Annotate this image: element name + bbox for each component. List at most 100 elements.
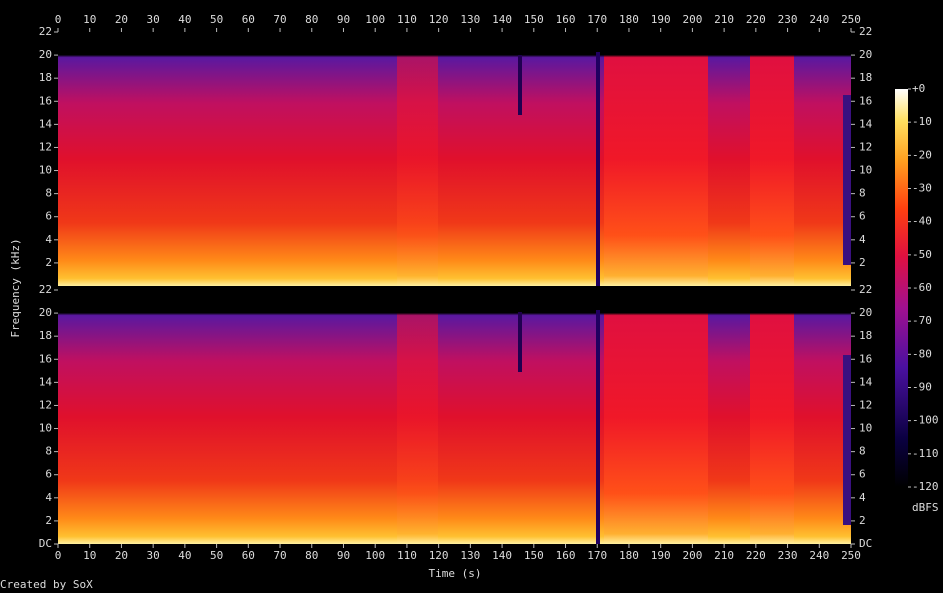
x-tick-label: 30: [147, 549, 160, 562]
x-tick-label: 230: [778, 549, 798, 562]
y-tick-label: 10: [859, 422, 872, 435]
y-tick-label: 10: [859, 164, 872, 177]
x-tick-label: 50: [210, 13, 223, 26]
x-axis-label: Time (s): [429, 567, 482, 580]
heatmap-top: [58, 32, 851, 286]
x-tick-label: 180: [619, 13, 639, 26]
y-tick-label: 12: [39, 140, 52, 153]
y-tick-label: 14: [39, 375, 53, 388]
x-tick-label: 100: [365, 549, 385, 562]
x-tick-label: 210: [714, 13, 734, 26]
colorbar-tick-label: -40: [912, 215, 932, 228]
heatmap-bottom: [58, 290, 851, 544]
y-tick-label: DC: [859, 537, 872, 550]
x-tick-label: 110: [397, 549, 417, 562]
x-tick-label: 0: [55, 13, 62, 26]
y-axis-label: Frequency (kHz): [9, 238, 22, 337]
colorbar-tick-label: -60: [912, 281, 932, 294]
y-tick-label: 12: [39, 398, 52, 411]
x-tick-label: 30: [147, 13, 160, 26]
colorbar-tick-label: -30: [912, 182, 932, 195]
x-tick-label: 90: [337, 13, 350, 26]
x-tick-label: 250: [841, 13, 861, 26]
x-tick-label: 140: [492, 13, 512, 26]
y-tick-label: 4: [45, 491, 52, 504]
y-tick-label: 6: [45, 210, 52, 223]
x-tick-label: 220: [746, 549, 766, 562]
y-tick-label: 16: [859, 94, 872, 107]
y-tick-label: 18: [39, 71, 52, 84]
colorbar-tick-label: -10: [912, 115, 932, 128]
y-tick-label: 6: [45, 468, 52, 481]
y-tick-label: 16: [39, 94, 52, 107]
x-tick-label: 0: [55, 549, 62, 562]
x-tick-label: 40: [178, 13, 191, 26]
x-tick-label: 70: [273, 549, 286, 562]
x-tick-label: 220: [746, 13, 766, 26]
y-tick-label: 8: [45, 445, 52, 458]
x-tick-label: 80: [305, 549, 318, 562]
x-tick-label: 150: [524, 549, 544, 562]
x-tick-label: 100: [365, 13, 385, 26]
y-tick-label: 8: [45, 187, 52, 200]
x-tick-label: 230: [778, 13, 798, 26]
colorbar-tick-label: -100: [912, 414, 939, 427]
x-tick-label: 250: [841, 549, 861, 562]
x-tick-label: 60: [242, 13, 255, 26]
x-tick-label: 170: [587, 549, 607, 562]
x-tick-label: 190: [651, 13, 671, 26]
colorbar-tick-label: -90: [912, 381, 932, 394]
colorbar-tick-label: -110: [912, 447, 939, 460]
colorbar: [895, 89, 908, 487]
y-tick-label: 14: [859, 117, 873, 130]
colorbar-tick-label: -50: [912, 248, 932, 261]
colorbar-tick-label: -120: [912, 480, 939, 493]
y-tick-label: 14: [859, 375, 873, 388]
x-tick-label: 10: [83, 13, 96, 26]
y-tick-label: 4: [859, 233, 866, 246]
y-tick-label: 22: [859, 283, 872, 296]
x-tick-label: 150: [524, 13, 544, 26]
y-tick-label: 20: [39, 306, 52, 319]
y-tick-label: 2: [859, 256, 866, 269]
x-tick-label: 170: [587, 13, 607, 26]
y-tick-label: 22: [859, 25, 872, 38]
x-tick-label: 50: [210, 549, 223, 562]
x-tick-label: 90: [337, 549, 350, 562]
x-tick-label: 130: [460, 13, 480, 26]
x-tick-label: 180: [619, 549, 639, 562]
y-tick-label: 16: [859, 352, 872, 365]
colorbar-tick-label: -20: [912, 148, 932, 161]
y-tick-label: 18: [859, 329, 872, 342]
x-tick-label: 200: [682, 13, 702, 26]
y-tick-label: 2: [45, 256, 52, 269]
x-tick-label: 240: [809, 549, 829, 562]
x-tick-label: 210: [714, 549, 734, 562]
y-tick-label: 12: [859, 140, 872, 153]
credit: Created by SoX: [0, 578, 93, 591]
colorbar-tick-label: -80: [912, 347, 932, 360]
y-tick-label: DC: [39, 537, 52, 550]
y-tick-label: 20: [859, 306, 872, 319]
y-tick-label: 20: [859, 48, 872, 61]
x-tick-label: 120: [429, 13, 449, 26]
y-tick-label: 8: [859, 445, 866, 458]
y-tick-label: 10: [39, 422, 52, 435]
y-tick-label: 6: [859, 468, 866, 481]
x-tick-label: 70: [273, 13, 286, 26]
x-tick-label: 120: [429, 549, 449, 562]
y-tick-label: 6: [859, 210, 866, 223]
y-tick-label: 8: [859, 187, 866, 200]
y-tick-label: 10: [39, 164, 52, 177]
x-tick-label: 20: [115, 549, 128, 562]
x-tick-label: 240: [809, 13, 829, 26]
y-tick-label: 20: [39, 48, 52, 61]
x-tick-label: 10: [83, 549, 96, 562]
y-tick-label: 18: [859, 71, 872, 84]
y-tick-label: 4: [45, 233, 52, 246]
y-tick-label: 22: [39, 25, 52, 38]
y-tick-label: 14: [39, 117, 53, 130]
x-tick-label: 130: [460, 549, 480, 562]
x-tick-label: 200: [682, 549, 702, 562]
